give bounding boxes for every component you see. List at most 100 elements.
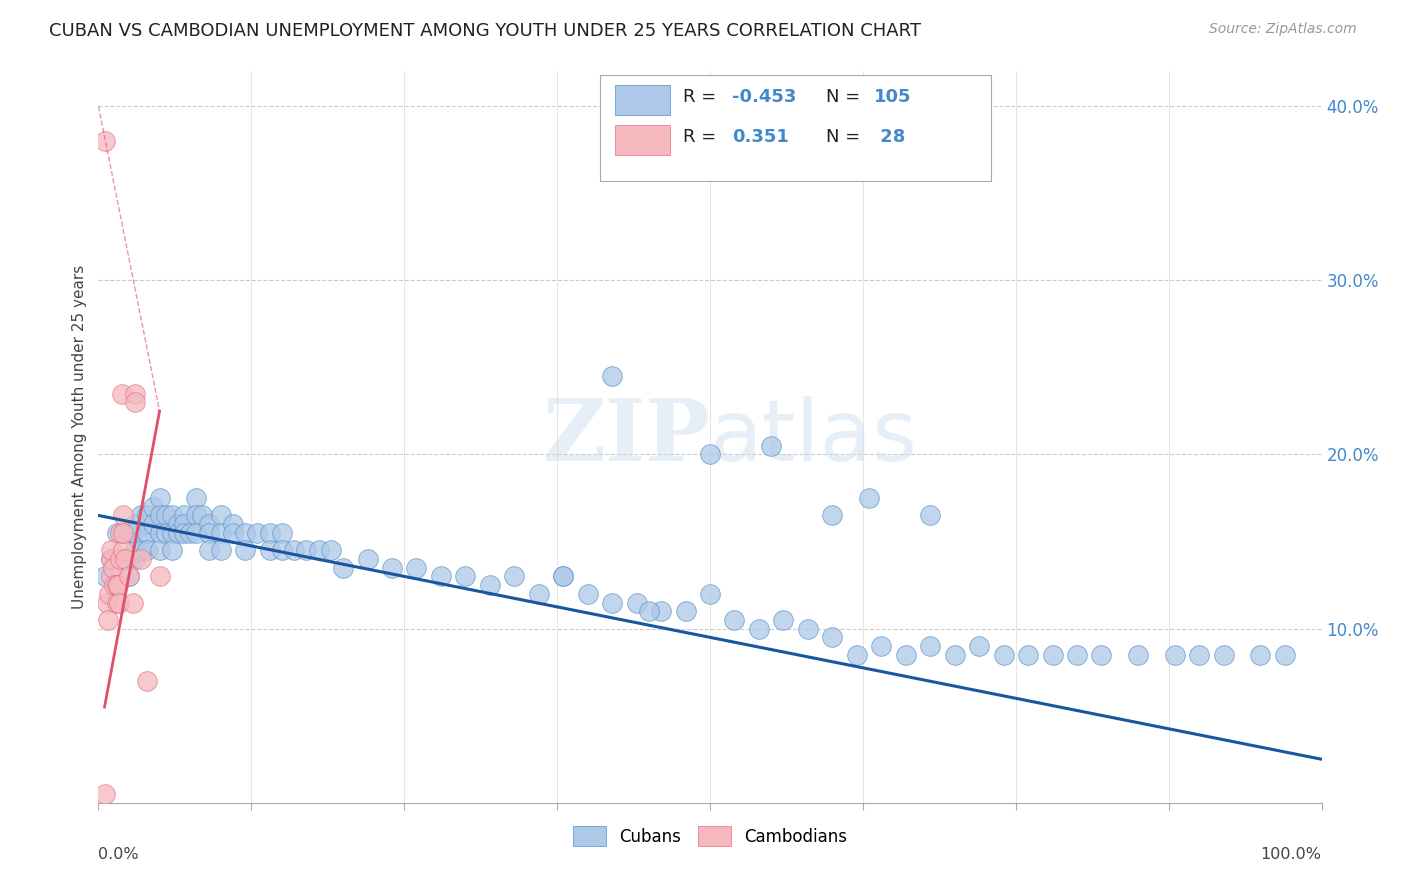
Point (167, 525, 190, 540)
Point (149, 508, 172, 523)
Point (283, 543, 305, 558)
Point (96, 595, 118, 609)
Point (136, 673, 159, 688)
Text: atlas: atlas (710, 395, 918, 479)
Point (967, 639, 990, 653)
Point (1212, 648, 1234, 662)
Point (111, 525, 134, 540)
Point (405, 560, 427, 574)
Point (993, 648, 1015, 662)
Point (100, 569, 122, 583)
Point (233, 525, 256, 540)
Point (136, 525, 159, 540)
Point (222, 525, 245, 540)
Point (430, 569, 453, 583)
Text: 0.0%: 0.0% (98, 847, 139, 862)
Point (222, 517, 245, 532)
Point (527, 587, 550, 601)
Point (149, 491, 172, 505)
Point (356, 552, 378, 566)
Point (105, 578, 128, 592)
Point (124, 395, 146, 409)
Point (100, 543, 122, 558)
Point (920, 508, 942, 523)
Y-axis label: Unemployment Among Youth under 25 years: Unemployment Among Youth under 25 years (72, 265, 87, 609)
Text: N =: N = (827, 88, 860, 106)
Point (107, 578, 129, 592)
Point (97, 613, 120, 627)
Point (110, 552, 132, 566)
Point (454, 569, 477, 583)
Point (110, 525, 132, 540)
Point (295, 543, 318, 558)
Point (111, 525, 134, 540)
Point (894, 648, 917, 662)
Point (1274, 648, 1296, 662)
Point (98, 587, 121, 601)
Text: Source: ZipAtlas.com: Source: ZipAtlas.com (1209, 22, 1357, 37)
Point (748, 622, 770, 636)
Point (118, 569, 141, 583)
Point (191, 508, 214, 523)
Point (723, 613, 745, 627)
Point (167, 517, 190, 532)
Point (675, 604, 697, 618)
Point (246, 525, 269, 540)
Text: R =: R = (683, 128, 728, 146)
Point (197, 543, 219, 558)
Text: 100.0%: 100.0% (1261, 847, 1322, 862)
Point (118, 525, 141, 540)
Point (101, 560, 124, 574)
Point (149, 543, 172, 558)
Point (699, 448, 721, 462)
Point (136, 543, 159, 558)
Point (124, 543, 146, 558)
Point (821, 508, 844, 523)
Point (121, 595, 143, 609)
Point (858, 491, 880, 505)
Point (105, 525, 128, 540)
Point (93, 787, 115, 801)
Point (478, 578, 501, 592)
Point (209, 543, 232, 558)
Point (197, 525, 219, 540)
Point (111, 543, 134, 558)
Point (160, 508, 183, 523)
Point (160, 543, 183, 558)
Point (1090, 648, 1112, 662)
Point (186, 508, 208, 523)
Point (100, 552, 122, 566)
Point (650, 604, 672, 618)
Point (308, 543, 330, 558)
Text: ZIP: ZIP (543, 395, 710, 479)
Point (105, 595, 128, 609)
Point (1164, 648, 1187, 662)
Point (845, 648, 868, 662)
Point (173, 525, 195, 540)
Point (381, 560, 404, 574)
Point (129, 508, 152, 523)
Point (124, 386, 146, 401)
Point (553, 569, 575, 583)
Point (179, 525, 201, 540)
Text: 0.351: 0.351 (733, 128, 789, 146)
Point (259, 543, 281, 558)
Point (124, 552, 146, 566)
Point (142, 500, 165, 514)
Point (626, 595, 648, 609)
Point (111, 508, 134, 523)
Point (136, 525, 159, 540)
Point (1249, 648, 1271, 662)
Point (93, 134, 115, 148)
Text: N =: N = (827, 128, 860, 146)
Point (1128, 648, 1150, 662)
Point (270, 525, 294, 540)
Point (1042, 648, 1064, 662)
Point (943, 648, 966, 662)
Point (173, 517, 195, 532)
Point (1017, 648, 1039, 662)
Point (149, 569, 172, 583)
Point (118, 569, 141, 583)
Point (142, 517, 165, 532)
Point (233, 543, 256, 558)
